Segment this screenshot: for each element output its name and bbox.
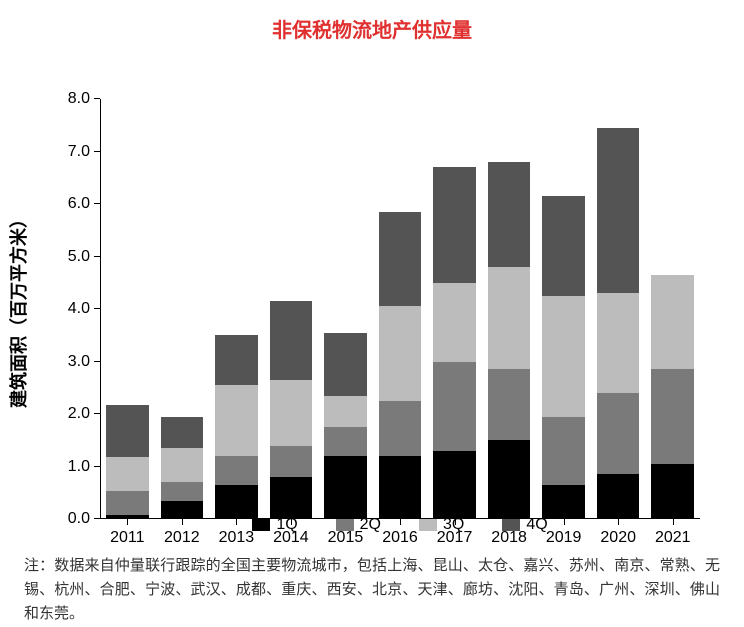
legend-swatch — [336, 519, 354, 531]
bar — [651, 275, 694, 519]
bar-segment — [379, 401, 422, 456]
legend-item: 2Q — [336, 516, 381, 534]
legend-swatch — [419, 519, 437, 531]
bar-segment — [161, 482, 204, 500]
bar-segment — [379, 306, 422, 401]
bar-segment — [215, 385, 258, 456]
legend-label: 4Q — [526, 516, 547, 534]
bar — [215, 335, 258, 519]
bar — [597, 128, 640, 519]
bar-segment — [270, 380, 313, 446]
y-tick-label: 7.0 — [68, 143, 90, 161]
bar-segment — [542, 196, 585, 296]
bar-slot: 2014 — [264, 99, 319, 519]
bar-segment — [488, 369, 531, 440]
bar-slot: 2015 — [318, 99, 373, 519]
bar-slot: 2019 — [536, 99, 591, 519]
bar-slot: 2020 — [591, 99, 646, 519]
bar — [488, 162, 531, 519]
y-tick-label: 8.0 — [68, 90, 90, 108]
bar-segment — [106, 491, 149, 515]
bar-segment — [379, 456, 422, 519]
y-tick-label: 2.0 — [68, 405, 90, 423]
bar-segment — [597, 474, 640, 519]
bar-slot: 2017 — [427, 99, 482, 519]
bar-segment — [597, 293, 640, 393]
bar-segment — [597, 128, 640, 293]
legend-swatch — [252, 519, 270, 531]
bar-segment — [433, 362, 476, 451]
bar-slot: 2011 — [100, 99, 155, 519]
y-tick-label: 1.0 — [68, 458, 90, 476]
bar-segment — [324, 333, 367, 396]
y-tick-label: 0.0 — [68, 510, 90, 528]
bar-slot: 2016 — [373, 99, 428, 519]
bar-segment — [488, 440, 531, 519]
bar-segment — [161, 417, 204, 449]
legend-item: 4Q — [502, 516, 547, 534]
bar-segment — [215, 335, 258, 385]
bar-segment — [488, 162, 531, 267]
bar-slot: 2018 — [482, 99, 537, 519]
y-tick-label: 3.0 — [68, 353, 90, 371]
bar-segment — [651, 369, 694, 464]
bar-segment — [433, 167, 476, 283]
bar — [542, 196, 585, 519]
bar — [379, 212, 422, 519]
bar-segment — [651, 275, 694, 370]
plot-area: 0.01.02.03.04.05.06.07.08.0 201120122013… — [100, 99, 700, 519]
bar-slot: 2021 — [645, 99, 700, 519]
bar-segment — [106, 457, 149, 491]
bar-segment — [651, 464, 694, 519]
bar — [270, 301, 313, 519]
footnote: 注：数据来自仲量联行跟踪的全国主要物流城市，包括上海、昆山、太仓、嘉兴、苏州、南… — [24, 554, 720, 626]
bars-container: 2011201220132014201520162017201820192020… — [100, 99, 700, 519]
bar — [106, 405, 149, 519]
bar-segment — [324, 456, 367, 519]
bar-segment — [270, 446, 313, 478]
y-tick-label: 4.0 — [68, 300, 90, 318]
bar-slot: 2013 — [209, 99, 264, 519]
bar-segment — [324, 396, 367, 428]
bar — [324, 333, 367, 519]
bar-segment — [161, 448, 204, 482]
chart-title: 非保税物流地产供应量 — [0, 0, 744, 43]
legend-item: 1Q — [252, 516, 297, 534]
bar-segment — [379, 212, 422, 307]
y-tick-label: 5.0 — [68, 248, 90, 266]
bar-segment — [542, 417, 585, 485]
bar-segment — [270, 477, 313, 519]
bar-segment — [433, 283, 476, 362]
legend: 1Q 2Q 3Q 4Q — [100, 516, 700, 534]
legend-item: 3Q — [419, 516, 464, 534]
bar-slot: 2012 — [155, 99, 210, 519]
bar-segment — [433, 451, 476, 519]
bar-segment — [542, 296, 585, 417]
bar-segment — [488, 267, 531, 369]
y-tick-label: 6.0 — [68, 195, 90, 213]
legend-label: 2Q — [360, 516, 381, 534]
bar — [161, 417, 204, 519]
legend-swatch — [502, 519, 520, 531]
y-axis-label: 建筑面积（百万平方米） — [5, 210, 31, 408]
bar-segment — [215, 485, 258, 519]
bar-segment — [270, 301, 313, 380]
bar-segment — [106, 405, 149, 458]
bar-segment — [542, 485, 585, 519]
bar-segment — [597, 393, 640, 474]
bar — [433, 167, 476, 519]
bar-segment — [215, 456, 258, 485]
legend-label: 3Q — [443, 516, 464, 534]
bar-segment — [324, 427, 367, 456]
legend-label: 1Q — [276, 516, 297, 534]
